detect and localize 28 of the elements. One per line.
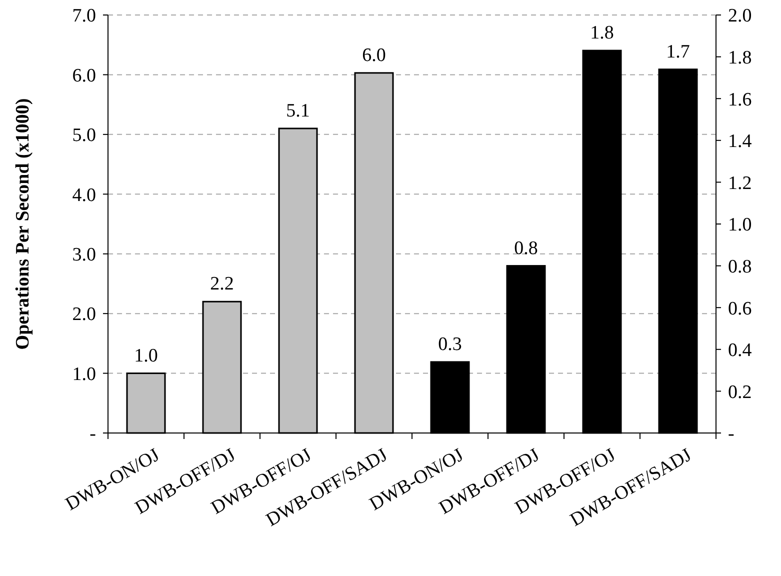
y2-tick-label: 1.0	[728, 214, 752, 236]
data-label: 0.3	[438, 334, 462, 355]
data-label: 0.8	[514, 238, 538, 259]
data-label: 1.0	[134, 345, 158, 366]
y-tick-label: 1.0	[72, 364, 96, 385]
y2-tick-label: 2.0	[728, 6, 752, 27]
y2-tick-label: 0.4	[728, 340, 752, 362]
data-label: 5.1	[286, 100, 310, 122]
y2-tick-label: 0.2	[728, 382, 752, 403]
y-tick-label: 7.0	[72, 6, 96, 27]
data-label: 6.0	[362, 44, 386, 66]
y2-tick-label: 1.2	[728, 172, 752, 194]
y2-tick-label: -	[728, 424, 734, 445]
data-label: 1.8	[590, 22, 614, 44]
data-label: 1.7	[666, 41, 690, 62]
data-label: 2.2	[210, 274, 234, 295]
y2-tick-label: 1.8	[728, 47, 752, 68]
y-tick-label: 4.0	[72, 184, 96, 206]
y-tick-label: 3.0	[72, 244, 96, 266]
y-axis-title: Operations Per Second (x1000)	[12, 98, 34, 350]
y2-tick-label: 1.6	[728, 89, 752, 110]
y-tick-label: -	[90, 424, 96, 445]
y2-tick-label: 0.8	[728, 256, 752, 278]
y-tick-label: 5.0	[72, 125, 96, 146]
y-tick-label: 6.0	[72, 65, 96, 86]
y2-tick-label: 0.6	[728, 298, 752, 320]
y-tick-label: 2.0	[72, 304, 96, 326]
y2-tick-label: 1.4	[728, 131, 752, 152]
